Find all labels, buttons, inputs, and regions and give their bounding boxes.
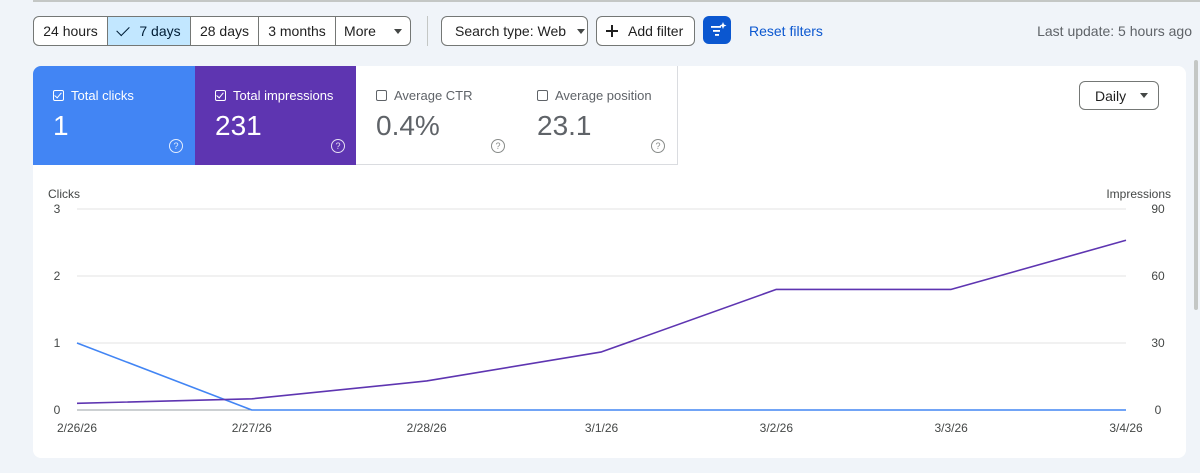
metric-header: Average CTR bbox=[376, 88, 473, 103]
right-axis-tick-label: 60 bbox=[1151, 269, 1165, 283]
x-axis-tick-label: 3/1/26 bbox=[585, 421, 619, 435]
search-type-label: Search type: Web bbox=[455, 23, 567, 39]
caret-down-icon bbox=[1140, 93, 1149, 98]
metric-value: 231 bbox=[215, 110, 262, 141]
range-3-months-button[interactable]: 3 months bbox=[259, 17, 336, 45]
metric-total-impressions[interactable]: Total impressions 231 ? bbox=[195, 66, 357, 165]
help-icon[interactable]: ? bbox=[169, 139, 183, 153]
range-label: 7 days bbox=[139, 23, 181, 39]
metric-total-clicks[interactable]: Total clicks 1 ? bbox=[33, 66, 195, 165]
plus-icon bbox=[606, 25, 618, 37]
left-axis-tick-label: 3 bbox=[54, 202, 61, 216]
range-label: 28 days bbox=[199, 23, 250, 39]
reset-filters-link[interactable]: Reset filters bbox=[749, 23, 823, 39]
add-filter-label: Add filter bbox=[628, 23, 684, 39]
caret-down-icon bbox=[577, 28, 586, 34]
range-label: More bbox=[344, 23, 376, 39]
left-axis-tick-label: 0 bbox=[54, 403, 61, 417]
last-update-text: Last update: 5 hours ago bbox=[1037, 23, 1192, 39]
filter-toolbar: 24 hours 7 days 28 days 3 months More Se… bbox=[33, 16, 1200, 46]
metric-average-ctr[interactable]: Average CTR 0.4% ? bbox=[356, 66, 518, 165]
metric-header: Total impressions bbox=[215, 88, 333, 103]
filter-sparkle-button[interactable] bbox=[703, 16, 731, 44]
metric-header: Average position bbox=[537, 88, 652, 103]
metric-average-position[interactable]: Average position 23.1 ? bbox=[517, 66, 678, 165]
right-axis-tick-label: 90 bbox=[1151, 202, 1165, 216]
check-icon bbox=[116, 22, 131, 37]
granularity-select[interactable]: Daily bbox=[1079, 81, 1159, 110]
help-icon[interactable]: ? bbox=[331, 139, 345, 153]
date-range-selector: 24 hours 7 days 28 days 3 months More bbox=[33, 16, 411, 46]
range-7-days-button[interactable]: 7 days bbox=[108, 17, 191, 45]
help-icon[interactable]: ? bbox=[491, 139, 505, 153]
left-axis-tick-label: 2 bbox=[54, 269, 61, 283]
checkbox-unchecked-icon[interactable] bbox=[537, 90, 548, 101]
top-divider bbox=[33, 0, 1200, 2]
impressions-series-line bbox=[76, 239, 1127, 405]
clicks-series-line bbox=[76, 342, 1126, 411]
right-axis-tick-label: 30 bbox=[1151, 336, 1165, 350]
range-label: 3 months bbox=[268, 23, 326, 39]
x-axis-tick-label: 2/28/26 bbox=[407, 421, 447, 435]
metric-label: Average CTR bbox=[394, 88, 473, 103]
caret-down-icon bbox=[393, 28, 402, 34]
metric-label: Average position bbox=[555, 88, 652, 103]
x-axis-tick-label: 3/3/26 bbox=[934, 421, 968, 435]
filter-sparkle-icon bbox=[711, 22, 727, 36]
left-axis-title: Clicks bbox=[48, 187, 80, 201]
metric-value: 1 bbox=[53, 110, 69, 141]
metric-value: 0.4% bbox=[376, 110, 440, 141]
toolbar-divider bbox=[427, 16, 428, 46]
checkbox-unchecked-icon[interactable] bbox=[376, 90, 387, 101]
left-axis-tick-label: 1 bbox=[54, 336, 61, 350]
x-axis-tick-label: 3/2/26 bbox=[760, 421, 794, 435]
performance-card: Total clicks 1 ? Total impressions 231 ?… bbox=[33, 66, 1186, 458]
scrollbar[interactable] bbox=[1194, 60, 1198, 310]
x-axis-tick-label: 2/26/26 bbox=[57, 421, 97, 435]
right-axis-tick-label: 0 bbox=[1155, 403, 1162, 417]
x-axis-tick-label: 3/4/26 bbox=[1109, 421, 1143, 435]
granularity-label: Daily bbox=[1095, 87, 1127, 104]
metric-header: Total clicks bbox=[53, 88, 134, 103]
x-axis-tick-label: 2/27/26 bbox=[232, 421, 272, 435]
range-more-button[interactable]: More bbox=[336, 17, 410, 45]
metric-label: Total impressions bbox=[233, 88, 334, 103]
range-label: 24 hours bbox=[43, 23, 98, 39]
range-24-hours-button[interactable]: 24 hours bbox=[34, 17, 108, 45]
help-icon[interactable]: ? bbox=[651, 139, 665, 153]
checkbox-checked-icon[interactable] bbox=[215, 90, 226, 101]
search-type-chip[interactable]: Search type: Web bbox=[441, 16, 588, 46]
add-filter-button[interactable]: Add filter bbox=[596, 16, 695, 46]
metric-value: 23.1 bbox=[537, 110, 592, 141]
checkbox-checked-icon[interactable] bbox=[53, 90, 64, 101]
right-axis-title: Impressions bbox=[1106, 187, 1171, 201]
metric-label: Total clicks bbox=[71, 88, 134, 103]
range-28-days-button[interactable]: 28 days bbox=[191, 17, 259, 45]
